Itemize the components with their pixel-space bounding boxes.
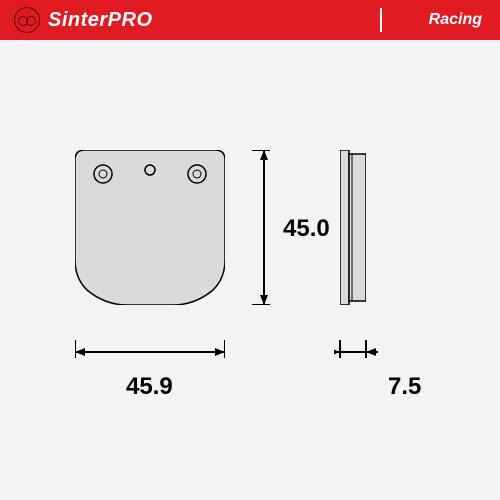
dimension-thickness: [334, 340, 382, 370]
pad-side-svg: [340, 150, 366, 305]
dimension-thickness-value: 7.5: [388, 373, 421, 401]
dimension-height-value: 45.0: [283, 215, 330, 243]
drawing-canvas: 45.9 45.0 7.5: [0, 40, 500, 500]
brake-pad-side-view: [340, 150, 366, 305]
side-backplate: [340, 150, 349, 305]
pad-front-svg: [75, 150, 225, 305]
product-category: Racing: [429, 11, 482, 29]
header-bar: SinterPRO Racing: [0, 0, 500, 40]
brand-name: SinterPRO: [48, 9, 153, 32]
brand-logo-glyph: [18, 14, 36, 26]
header-divider: [380, 8, 382, 32]
dimension-height: [252, 150, 282, 305]
dimension-width: [75, 340, 225, 370]
brake-pad-front-view: [75, 150, 225, 305]
pad-outline: [75, 150, 225, 305]
brand-logo: [14, 7, 40, 33]
dimension-width-value: 45.9: [126, 373, 173, 401]
